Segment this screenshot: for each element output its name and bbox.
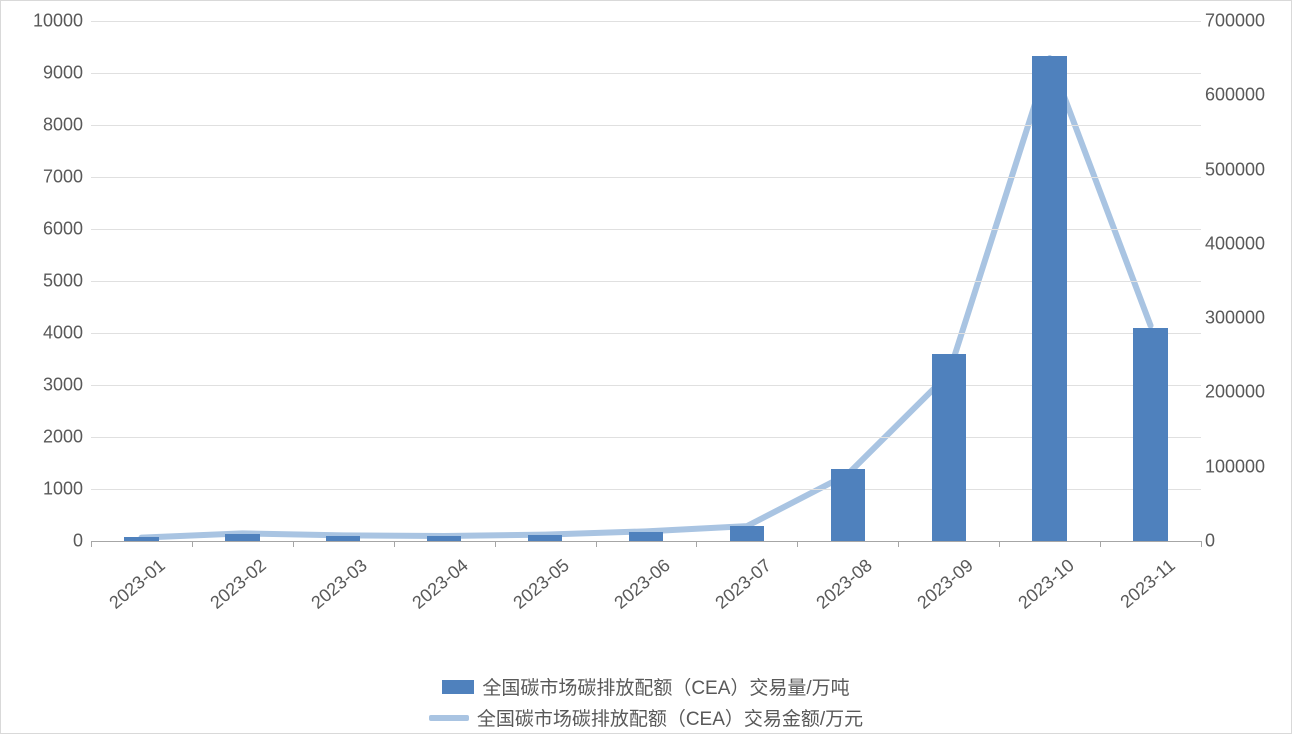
legend-item: 全国碳市场碳排放配额（CEA）交易量/万吨: [442, 673, 849, 700]
y-left-tick-label: 3000: [1, 375, 83, 396]
y-right-tick-label: 0: [1201, 531, 1291, 552]
x-tick-label: 2023-01: [95, 555, 170, 623]
y-right-tick-label: 400000: [1201, 233, 1291, 254]
plot-area: [91, 21, 1201, 542]
x-tick-label: 2023-05: [499, 555, 574, 623]
bar: [326, 536, 360, 541]
x-tick-label: 2023-08: [802, 555, 877, 623]
bar: [427, 536, 461, 541]
x-tick-label: 2023-10: [1003, 555, 1078, 623]
bar: [1133, 328, 1167, 541]
x-tick: [596, 541, 597, 547]
x-tick: [91, 541, 92, 547]
x-tick: [495, 541, 496, 547]
x-tick: [394, 541, 395, 547]
x-tick-label: 2023-11: [1104, 555, 1179, 623]
y-left-tick-label: 1000: [1, 479, 83, 500]
bar: [730, 526, 764, 541]
gridline: [91, 21, 1201, 22]
y-left-tick-label: 9000: [1, 63, 83, 84]
y-right-tick-label: 700000: [1201, 11, 1291, 32]
y-right-tick-label: 500000: [1201, 159, 1291, 180]
x-tick: [999, 541, 1000, 547]
x-tick: [293, 541, 294, 547]
bar: [932, 354, 966, 541]
x-tick-label: 2023-06: [600, 555, 675, 623]
x-tick-label: 2023-03: [297, 555, 372, 623]
y-right-tick-label: 100000: [1201, 456, 1291, 477]
bar: [1032, 56, 1066, 541]
chart-container: 0 1000 2000 3000 4000 5000 6000 7000 8000 9000 100…: [0, 0, 1292, 734]
x-tick: [1201, 541, 1202, 547]
x-tick-label: 2023-04: [398, 555, 473, 623]
bar: [831, 469, 865, 541]
y-left-tick-label: 4000: [1, 323, 83, 344]
y-left-tick-label: 2000: [1, 427, 83, 448]
x-tick: [898, 541, 899, 547]
x-tick: [1100, 541, 1101, 547]
legend-label: 全国碳市场碳排放配额（CEA）交易量/万吨: [482, 673, 849, 700]
y-left-tick-label: 5000: [1, 271, 83, 292]
legend-swatch-bar: [442, 680, 474, 694]
y-left-tick-label: 0: [1, 531, 83, 552]
y-right-tick-label: 200000: [1201, 382, 1291, 403]
x-tick: [696, 541, 697, 547]
x-tick: [797, 541, 798, 547]
legend-swatch-line: [429, 715, 469, 721]
bar: [225, 534, 259, 541]
legend: 全国碳市场碳排放配额（CEA）交易量/万吨全国碳市场碳排放配额（CEA）交易金额…: [1, 671, 1291, 733]
legend-item: 全国碳市场碳排放配额（CEA）交易金额/万元: [429, 704, 863, 731]
x-tick: [192, 541, 193, 547]
y-right-tick-label: 300000: [1201, 308, 1291, 329]
legend-label: 全国碳市场碳排放配额（CEA）交易金额/万元: [477, 704, 863, 731]
y-left-tick-label: 6000: [1, 219, 83, 240]
bar: [124, 537, 158, 541]
x-tick-label: 2023-07: [701, 555, 776, 623]
bar: [528, 535, 562, 541]
y-left-tick-label: 10000: [1, 11, 83, 32]
y-left-tick-label: 7000: [1, 167, 83, 188]
y-left-tick-label: 8000: [1, 115, 83, 136]
x-tick-label: 2023-09: [902, 555, 977, 623]
y-right-tick-label: 600000: [1201, 85, 1291, 106]
x-tick-label: 2023-02: [196, 555, 271, 623]
bar: [629, 532, 663, 541]
